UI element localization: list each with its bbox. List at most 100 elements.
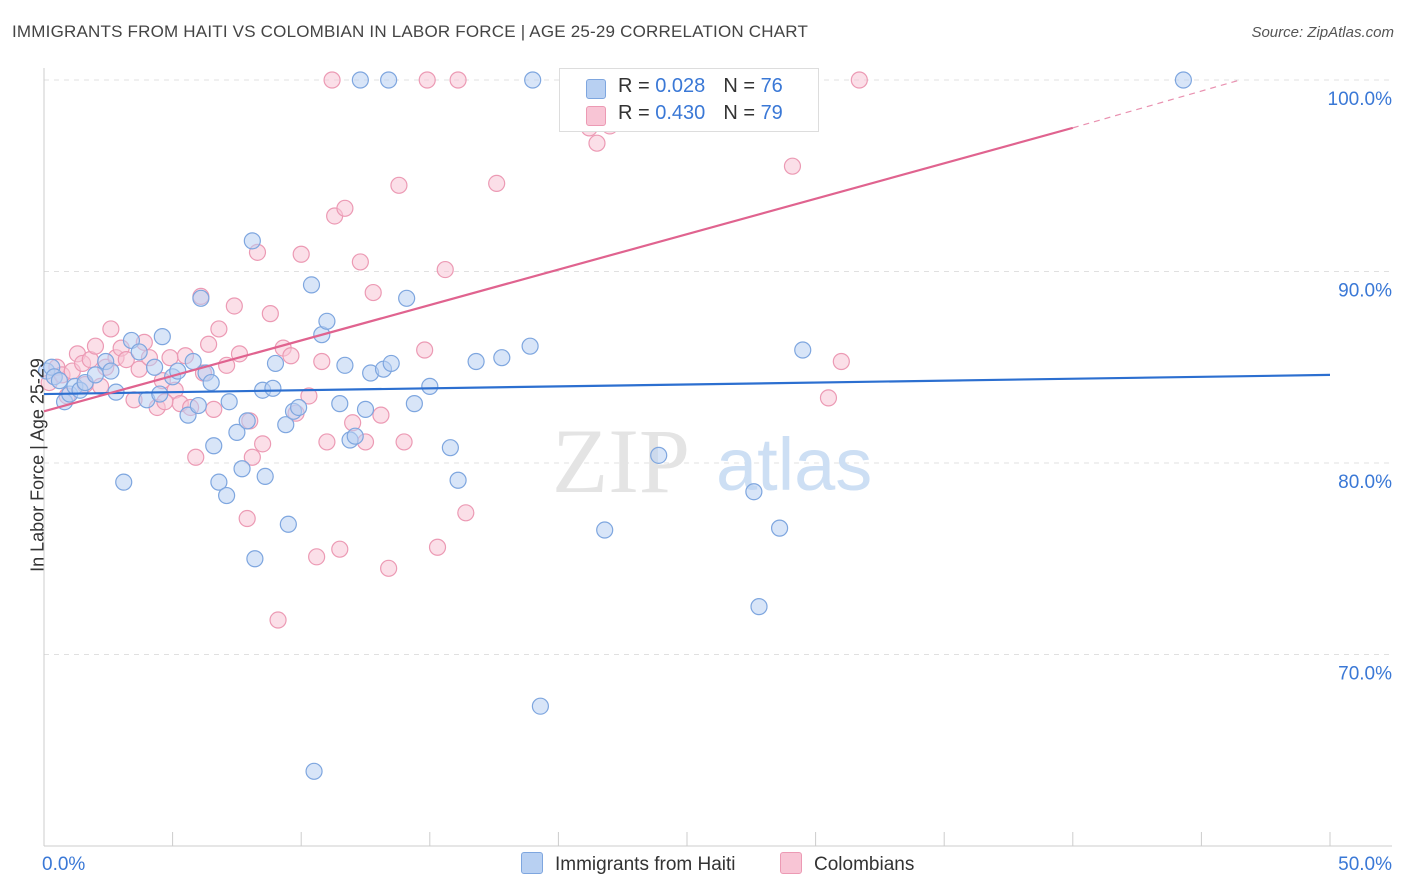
y-tick-labels: 70.0% 80.0% 90.0% 100.0%	[1328, 89, 1393, 685]
haiti-point	[192, 289, 210, 307]
colombians-point	[380, 559, 398, 577]
colombians-point	[588, 134, 606, 152]
haiti-point	[153, 328, 171, 346]
haiti-point	[750, 598, 768, 616]
haiti-point	[1174, 71, 1192, 89]
colombians-point	[308, 548, 326, 566]
haiti-point	[243, 232, 261, 250]
colombians-point	[390, 176, 408, 194]
haiti-point	[130, 343, 148, 361]
haiti-point	[650, 446, 668, 464]
haiti-point	[346, 427, 364, 445]
haiti-point	[380, 71, 398, 89]
bottom-legend-haiti: Immigrants from Haiti	[521, 852, 736, 876]
colombians-point	[102, 320, 120, 338]
legend-r-label: R =	[618, 102, 656, 124]
legend-n-label: N =	[723, 102, 761, 124]
watermark-atlas: atlas	[716, 423, 872, 506]
haiti-point	[151, 385, 169, 403]
bottom-legend-colombians: Colombians	[780, 852, 914, 876]
colombians-point	[331, 540, 349, 558]
legend-r-value: 0.430	[655, 102, 706, 124]
haiti-point	[524, 71, 542, 89]
haiti-point	[184, 352, 202, 371]
haiti-point	[449, 471, 467, 489]
watermark: ZIP atlas	[552, 410, 872, 512]
haiti-point	[745, 483, 763, 501]
haiti-point	[264, 379, 282, 397]
colombians-point	[416, 341, 434, 359]
haiti-point	[302, 276, 321, 294]
colombians-point	[86, 337, 105, 355]
source-label: Source: ZipAtlas.com	[1251, 24, 1394, 41]
colombians-point	[364, 283, 382, 302]
colombians-point	[372, 406, 390, 424]
correlation-legend: R = 0.028 N = 76 R = 0.430 N = 79	[559, 68, 819, 132]
haiti-point	[102, 362, 120, 380]
legend-r-label: R =	[618, 75, 656, 97]
colombians-point	[200, 335, 218, 353]
colombians-point	[819, 389, 838, 407]
haiti-point	[220, 393, 238, 411]
x-tick-label-min: 0.0%	[42, 854, 85, 875]
haiti-point	[441, 439, 459, 457]
haiti-point	[205, 437, 223, 455]
legend-r-value: 0.028	[655, 75, 706, 97]
haiti-point	[202, 373, 220, 392]
colombians-point	[205, 400, 223, 418]
legend-swatch-haiti	[586, 79, 606, 99]
bottom-legend-swatch-haiti	[521, 852, 543, 874]
haiti-trend-line	[43, 373, 1331, 396]
legend-n-value: 76	[760, 75, 783, 97]
colombians-point	[351, 253, 369, 271]
haiti-point	[86, 366, 105, 384]
colombians-trend-line	[43, 126, 1074, 413]
y-tick-label: 80.0%	[1338, 472, 1392, 493]
haiti-point	[318, 312, 336, 330]
haiti-point	[50, 372, 69, 390]
colombians-point	[300, 387, 318, 405]
colombians-point	[282, 347, 300, 365]
colombians-point	[488, 174, 506, 193]
bottom-legend-label-colombians: Colombians	[814, 854, 915, 875]
haiti-point	[351, 71, 369, 89]
haiti-point	[277, 416, 295, 434]
trend-lines	[43, 79, 1331, 413]
haiti-point	[493, 349, 511, 367]
colombians-point	[254, 435, 272, 453]
colombians-point	[117, 350, 135, 369]
haiti-point	[115, 473, 133, 491]
colombians-point	[318, 433, 336, 451]
y-tick-label: 70.0%	[1338, 664, 1392, 685]
haiti-point	[794, 341, 812, 359]
colombians-point	[428, 538, 447, 556]
colombians-point	[832, 352, 850, 371]
colombians-point	[783, 157, 802, 175]
haiti-point	[382, 354, 400, 373]
colombians-point	[292, 245, 310, 263]
x-tick-labels: 0.0% 50.0%	[42, 854, 1392, 875]
colombians-point	[336, 199, 354, 217]
colombians-point	[457, 504, 475, 522]
haiti-point	[279, 515, 297, 533]
haiti-point	[531, 697, 549, 715]
watermark-zip: ZIP	[552, 410, 690, 512]
haiti-point	[521, 337, 539, 355]
haiti-point	[210, 473, 228, 491]
y-tick-label: 90.0%	[1338, 281, 1392, 302]
colombians-point	[225, 297, 243, 315]
grid-lines	[44, 79, 1392, 655]
haiti-point	[305, 762, 323, 780]
colombians-point	[395, 433, 413, 451]
haiti-point	[256, 467, 274, 486]
colombians-point	[418, 71, 436, 89]
haiti-point	[405, 395, 423, 413]
y-tick-label: 100.0%	[1328, 89, 1393, 110]
haiti-point	[189, 396, 207, 415]
haiti-point	[145, 358, 164, 376]
haiti-point	[596, 521, 614, 539]
bottom-legend-label-haiti: Immigrants from Haiti	[555, 854, 736, 875]
haiti-point	[228, 423, 246, 441]
colombians-point	[238, 509, 256, 528]
haiti-points	[37, 71, 1192, 780]
